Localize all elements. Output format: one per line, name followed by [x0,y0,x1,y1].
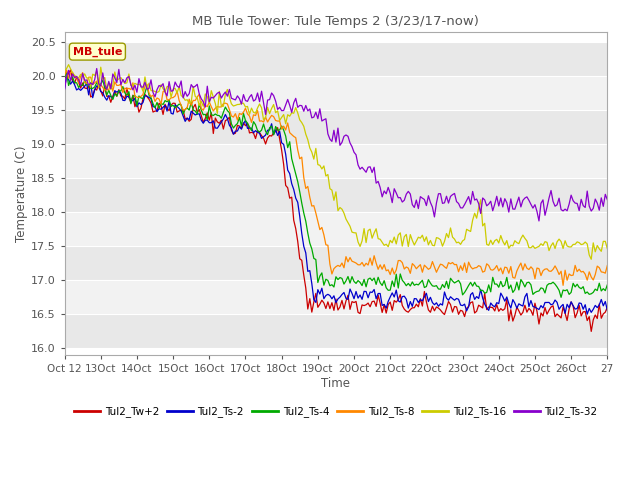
Bar [65,76,607,110]
Title: MB Tule Tower: Tule Temps 2 (3/23/17-now): MB Tule Tower: Tule Temps 2 (3/23/17-now… [193,15,479,28]
Bar [65,42,607,76]
Bar [65,110,607,144]
Bar [65,246,607,280]
Bar [65,212,607,246]
X-axis label: Time: Time [321,377,351,390]
Bar [65,314,607,348]
Legend: Tul2_Tw+2, Tul2_Ts-2, Tul2_Ts-4, Tul2_Ts-8, Tul2_Ts-16, Tul2_Ts-32: Tul2_Tw+2, Tul2_Ts-2, Tul2_Ts-4, Tul2_Ts… [70,402,602,421]
Bar [65,178,607,212]
Bar [65,144,607,178]
Y-axis label: Temperature (C): Temperature (C) [15,145,28,242]
Bar [65,280,607,314]
Text: MB_tule: MB_tule [73,47,122,57]
